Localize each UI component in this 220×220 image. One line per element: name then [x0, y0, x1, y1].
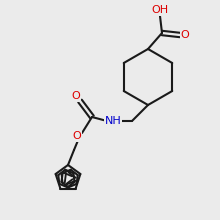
- Text: O: O: [72, 91, 80, 101]
- Text: O: O: [181, 30, 189, 40]
- Text: O: O: [73, 131, 81, 141]
- Text: OH: OH: [151, 5, 169, 15]
- Text: NH: NH: [105, 116, 121, 126]
